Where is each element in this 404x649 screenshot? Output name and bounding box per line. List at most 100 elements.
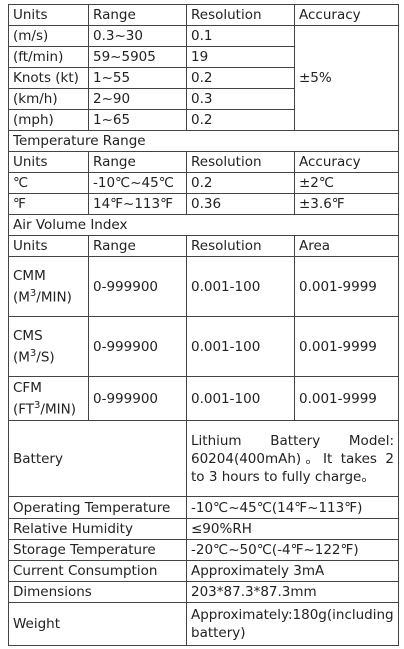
cell-text: Temperature Range <box>13 133 146 149</box>
cell-text: Weight <box>13 616 61 632</box>
table-cell: 0.2 <box>186 67 295 89</box>
table-cell: 2~90 <box>88 88 187 110</box>
table-cell: Units <box>8 235 89 257</box>
cell-text: Range <box>93 7 136 23</box>
cell-text: CFM <box>13 379 42 396</box>
cell-text: Dimensions <box>13 584 92 600</box>
cell-text: Approximately:180g(including battery) <box>191 607 394 641</box>
table-row: Dimensions 203*87.3*87.3mm <box>8 581 399 603</box>
cell-text: -10℃~45℃(14℉~113℉) <box>191 499 363 516</box>
cell-text: ℃ <box>13 175 29 191</box>
table-row: Operating Temperature -10℃~45℃(14℉~113℉) <box>8 496 399 519</box>
table-cell: Approximately:180g(including battery) <box>186 602 399 646</box>
cell-text: Accuracy <box>299 154 361 170</box>
cell-text: Relative Humidity <box>13 521 133 537</box>
table-cell: 0.3~30 <box>88 25 187 47</box>
table-cell: Weight <box>8 602 187 646</box>
cell-text: Area <box>299 238 331 254</box>
table-row: Battery Lithium Battery Model: 60204(400m… <box>8 420 399 497</box>
table-cell: 0.001-9999 <box>294 256 399 317</box>
table-cell: Lithium Battery Model: 60204(400mAh)。It … <box>186 420 399 497</box>
cell-text: Battery <box>13 450 63 467</box>
cell-text: 0.3 <box>191 91 213 107</box>
cell-text: -20℃~50℃(-4℉~122℉) <box>191 542 359 558</box>
cell-text: ±5% <box>299 70 332 86</box>
table-cell: 0-999900 <box>88 316 187 377</box>
cell-text: (mph) <box>13 112 54 128</box>
cell-text: Air Volume Index <box>13 217 128 233</box>
table-cell: ℃ <box>8 172 89 194</box>
table-row: Air Volume Index <box>8 214 399 236</box>
table-cell: Units <box>8 4 89 26</box>
table-cell: Knots (kt) <box>8 67 89 89</box>
table-cell: Battery <box>8 420 187 497</box>
table-cell: (km/h) <box>8 88 89 110</box>
cell-text: (m/s) <box>13 28 49 44</box>
table-cell: Units <box>8 151 89 173</box>
unit: (FT3/MIN) <box>13 397 84 419</box>
table-cell: 0.001-100 <box>186 316 295 377</box>
table-cell: Dimensions <box>8 581 187 603</box>
table-row: CMM (M3/MIN) 0-999900 0.001-100 0.001-9999 <box>8 256 399 317</box>
table-cell: 0.001-100 <box>186 256 295 317</box>
cell-text: Resolution <box>191 238 262 254</box>
cell-text: 0.001-100 <box>191 278 261 295</box>
cell-text: 203*87.3*87.3mm <box>191 584 317 600</box>
table-cell: CMS (M3/S) <box>8 316 89 377</box>
cell-text: 0.001-9999 <box>299 390 377 407</box>
cell-text: 0.001-100 <box>191 390 261 407</box>
cell-text: Resolution <box>191 154 262 170</box>
table-row: Weight Approximately:180g(including batte… <box>8 602 399 646</box>
cell-text: Units <box>13 154 48 170</box>
table-cell: Range <box>88 235 187 257</box>
table-cell: Operating Temperature <box>8 496 187 519</box>
table-cell: CMM (M3/MIN) <box>8 256 89 317</box>
table-cell: Accuracy <box>294 151 399 173</box>
cell-text: Accuracy <box>299 7 361 23</box>
table-row: CFM (FT3/MIN) 0-999900 0.001-100 0.001-9999 <box>8 376 399 421</box>
cell-text: Units <box>13 7 48 23</box>
table-cell: Resolution <box>186 4 295 26</box>
cell-text: Knots (kt) <box>13 70 79 86</box>
table-cell: 19 <box>186 46 295 68</box>
table-cell: Air Volume Index <box>8 214 399 236</box>
cell-text: Lithium Battery Model: 60204(400mAh)。It … <box>191 432 394 485</box>
table-cell: 0.001-9999 <box>294 376 399 421</box>
cell-text: 1~55 <box>93 70 131 86</box>
cell-text: 0.2 <box>191 70 213 86</box>
table-cell: 0.2 <box>186 172 295 194</box>
cell-text: 0-999900 <box>93 338 158 355</box>
table-row: CMS (M3/S) 0-999900 0.001-100 0.001-9999 <box>8 316 399 377</box>
cell-text: Approximately 3mA <box>191 563 325 579</box>
table-cell: ≤90%RH <box>186 518 399 540</box>
cell-text: Current Consumption <box>13 563 158 579</box>
unit: (M3/S) <box>13 345 84 367</box>
cell-text: 3 <box>29 347 37 359</box>
table-row: Current Consumption Approximately 3mA <box>8 560 399 582</box>
table-cell: 0.001-9999 <box>294 316 399 377</box>
table-cell: 1~55 <box>88 67 187 89</box>
table-cell: 0.36 <box>186 193 295 215</box>
table-cell: Approximately 3mA <box>186 560 399 582</box>
cell-text: (M <box>13 289 30 306</box>
table-cell: Temperature Range <box>8 130 399 152</box>
table-cell: -20℃~50℃(-4℉~122℉) <box>186 539 399 561</box>
cell-text: (M <box>13 349 30 366</box>
cell-text: 2~90 <box>93 91 131 107</box>
table-cell: 0.3 <box>186 88 295 110</box>
cell-text: ±2℃ <box>299 175 335 191</box>
table-cell: 0-999900 <box>88 256 187 317</box>
table-row: ℉ 14℉~113℉ 0.36 ±3.6℉ <box>8 193 399 215</box>
table-cell: Area <box>294 235 399 257</box>
cell-text: ±3.6℉ <box>299 196 345 212</box>
table-cell: (m/s) <box>8 25 89 47</box>
cell-text: 3 <box>34 399 41 411</box>
cell-text: (km/h) <box>13 91 58 107</box>
table-row: Relative Humidity ≤90%RH <box>8 518 399 540</box>
table-row: Knots (kt) 1~55 0.2 <box>8 67 399 89</box>
table-cell: (ft/min) <box>8 46 89 68</box>
cell-text: 0.001-9999 <box>299 338 377 355</box>
table-cell: 1~65 <box>88 109 187 131</box>
cell-text: 14℉~113℉ <box>93 196 173 212</box>
cell-text: ℉ <box>13 196 26 212</box>
